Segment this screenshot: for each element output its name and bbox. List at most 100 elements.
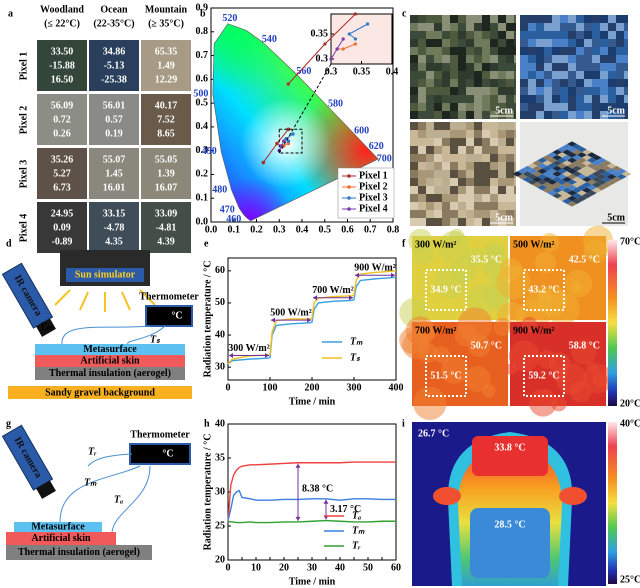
simulator-panel [66,268,144,282]
camo-pixel [450,87,458,95]
lab-value: 0.72 [53,114,71,125]
arrow-head [271,317,275,323]
camo-pixel [466,170,474,178]
camo-pixel [560,63,568,71]
camo-pixel [498,63,506,71]
legend-label: Pixel 4 [359,203,388,214]
camo-pixel [608,23,616,31]
camo-pixel [410,31,418,39]
camo-pixel [576,63,584,71]
lab-value: 1.49 [157,60,175,71]
camo-pixel [482,39,490,47]
camo-pixel [426,39,434,47]
camo-pixel [426,23,434,31]
camo-pixel [482,146,490,154]
temp-label: 28.5 °C [494,519,525,530]
camo-pixel [584,103,592,111]
camo-pixel [506,95,514,103]
camo-pixel [490,210,498,218]
camo-pixel [426,194,434,202]
camo-pixel [514,71,516,79]
series-line [227,489,396,521]
camo-pixel [608,63,616,71]
camo-pixel [458,39,466,47]
camo-pixel [568,111,576,119]
lab-value: 65.35 [155,46,178,57]
color-swatch [37,94,87,145]
scale-label: 5cm [495,105,513,116]
camo-pixel [450,95,458,103]
camo-pixel [592,31,600,39]
camo-pixel [592,95,600,103]
inset-point [353,12,357,16]
camo-pixel [482,95,490,103]
thermal-texture [440,356,469,384]
camo-pixel [434,39,442,47]
camo-pixel [536,103,544,111]
camo-pixel [434,146,442,154]
panel-label: i [402,418,405,429]
camo-pixel [482,194,490,202]
camo-pixel [552,79,560,87]
camo-pixel [520,71,528,79]
lab-value: 7.52 [157,114,175,125]
camo-pixel [608,55,616,63]
camo-pixel [544,15,552,23]
row-label: Pixel 2 [18,106,29,135]
camo-pixel [442,47,450,55]
camo-pixel [442,130,450,138]
camo-pixel [498,47,506,55]
camo-pixel [482,218,490,226]
camo-pixel [450,138,458,146]
camo-pixel [426,154,434,162]
camo-pixel [581,149,592,155]
camo-pixel [596,179,607,185]
camo-pixel [568,87,576,95]
camo-pixel [434,194,442,202]
camo-pixel [426,162,434,170]
lab-value: 56.01 [103,100,126,111]
camo-pixel [544,111,552,119]
camo-pixel [458,194,466,202]
x-tick-label: 40 [335,562,345,573]
camo-pixel [520,47,528,55]
camo-pixel [514,95,516,103]
camo-pixel [418,130,426,138]
lab-value: 12.29 [155,74,178,85]
camo-pixel [498,15,506,23]
camo-pixel [418,95,426,103]
camo-pixel [410,146,418,154]
camo-pixel [466,71,474,79]
camo-pixel [537,174,548,180]
camo-pixel [434,15,442,23]
camo-pixel [552,111,560,119]
x-tick-label: 300 [347,382,362,393]
camo-pixel [616,103,624,111]
camo-pixel [490,103,498,111]
annotation: 900 W/m² [354,263,395,274]
camo-pixel [450,210,458,218]
camo-pixel [410,210,418,218]
camo-pixel [498,103,506,111]
camo-pixel [490,87,498,95]
camo-pixel [514,111,516,119]
lab-value: 55.05 [155,154,178,165]
camo-pixel [474,47,482,55]
sample-temp: 51.5 °C [430,370,461,381]
camo-pixel [474,63,482,71]
camo-pixel [490,218,498,226]
camo-pixel [450,15,458,23]
camo-pixel [450,130,458,138]
camo-pixel [490,55,498,63]
camo-pixel [514,186,516,194]
camo-pixel [608,31,616,39]
camo-pixel [418,162,426,170]
camo-pixel [450,194,458,202]
wavelength-label: 540 [262,34,277,45]
camo-pixel [442,79,450,87]
y-tick-label: 60 [215,265,225,276]
point [261,160,266,165]
camo-pixel [482,55,490,63]
camo-pixel [426,186,434,194]
camo-pixel [418,15,426,23]
